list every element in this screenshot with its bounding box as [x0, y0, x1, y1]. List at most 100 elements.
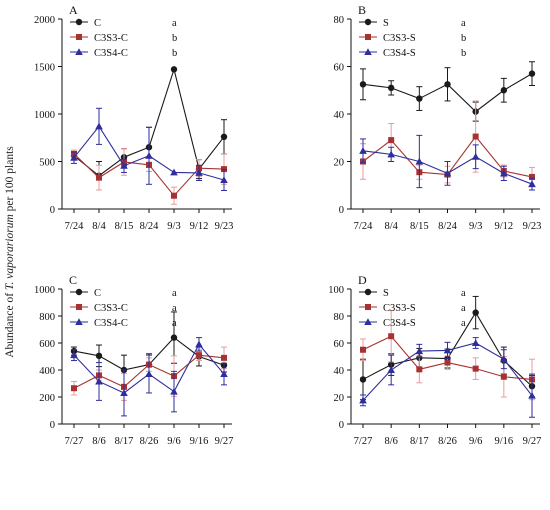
x-tick-label: 9/23	[523, 221, 542, 232]
data-point	[145, 152, 153, 159]
y-axis-title-container: Abundance of T. vaporariorum per 100 pla…	[0, 0, 20, 505]
y-tick-label: 60	[334, 63, 345, 74]
y-tick-label: 500	[39, 158, 55, 169]
y-tick-label: 80	[334, 15, 345, 26]
data-point	[528, 70, 536, 77]
data-point	[170, 168, 178, 176]
y-tick-label: 0	[339, 420, 344, 431]
x-tick-label: 9/16	[190, 436, 209, 447]
legend-significance-letter: a	[461, 288, 466, 299]
x-tick-label: 8/15	[115, 221, 134, 232]
y-tick-label: 40	[334, 110, 345, 121]
x-tick-label: 7/27	[65, 436, 84, 447]
x-tick-label: 7/27	[354, 436, 373, 447]
legend-label: C	[94, 288, 101, 299]
y-tick-label: 1500	[34, 63, 55, 74]
data-point	[220, 370, 228, 378]
y-tick-label: 0	[339, 205, 344, 216]
x-tick-label: 8/24	[140, 221, 159, 232]
data-point	[220, 133, 228, 140]
legend-entry: C3S4-C a	[70, 318, 177, 329]
data-point	[387, 150, 395, 158]
legend-significance-letter: a	[172, 288, 177, 299]
series-c3s4-s	[359, 337, 536, 418]
y-tick-label: 2000	[34, 15, 55, 26]
x-tick-label: 8/24	[438, 221, 457, 232]
legend-marker	[365, 34, 371, 40]
legend-entry: C3S3-S b	[359, 33, 466, 44]
legend-label: C	[94, 18, 101, 29]
data-point	[195, 340, 203, 348]
y-tick-label: 200	[39, 393, 55, 404]
data-point	[415, 347, 424, 355]
data-point	[388, 137, 395, 144]
y-tick-label: 0	[50, 205, 55, 216]
data-point	[145, 370, 153, 378]
legend-marker	[75, 318, 83, 325]
y-tick-label: 800	[39, 312, 55, 323]
series-s	[359, 61, 536, 122]
y-tick-label: 400	[39, 366, 55, 377]
x-tick-label: 9/16	[494, 436, 513, 447]
data-point	[96, 174, 102, 181]
data-point	[360, 346, 366, 353]
x-tick-label: 8/17	[410, 436, 429, 447]
legend-marker	[364, 18, 372, 26]
legend-significance-letter: b	[461, 48, 466, 59]
series-c3s4-c	[70, 337, 228, 417]
data-point	[528, 391, 536, 399]
legend-marker	[75, 18, 83, 26]
x-tick-label: 9/27	[523, 436, 542, 447]
data-point	[387, 84, 395, 92]
data-point	[444, 81, 451, 88]
legend-label: C3S3-S	[383, 33, 416, 44]
x-tick-label: 8/17	[115, 436, 134, 447]
x-tick-label: 9/3	[469, 221, 482, 232]
x-tick-label: 8/15	[410, 221, 429, 232]
legend-significance-letter: b	[461, 33, 466, 44]
data-point	[220, 176, 228, 184]
data-point	[387, 366, 395, 373]
legend-label: C3S3-C	[94, 33, 128, 44]
x-tick-label: 8/4	[92, 221, 106, 232]
data-point	[500, 355, 508, 363]
data-point	[359, 147, 367, 154]
data-point	[444, 359, 451, 366]
legend-label: C3S4-S	[383, 48, 416, 59]
y-tick-label: 80	[334, 312, 345, 323]
panel-c: 0 200 400 600 800 1000 7/27 8/6 8/17 8/26 9/6 9/16 9…	[34, 273, 233, 447]
y-tick-label: 60	[334, 339, 345, 350]
data-point	[120, 389, 128, 396]
legend-entry: C3S3-C a	[70, 303, 177, 314]
legend-label: C3S3-C	[94, 303, 128, 314]
data-point	[472, 309, 479, 316]
legend-marker	[75, 48, 83, 55]
data-point	[70, 153, 78, 161]
legend-marker	[364, 288, 372, 296]
y-tick-label: 0	[50, 420, 55, 431]
data-point	[95, 377, 103, 385]
data-point	[170, 66, 178, 73]
legend-entry: C3S3-S a	[359, 303, 466, 314]
series-c3s4-c	[70, 107, 228, 191]
y-tick-label: 100	[328, 285, 344, 296]
x-tick-label: 9/12	[494, 221, 513, 232]
legend-marker	[364, 318, 372, 325]
x-tick-label: 8/26	[438, 436, 457, 447]
x-tick-label: 9/12	[190, 221, 209, 232]
data-point	[416, 366, 423, 373]
data-point	[95, 352, 103, 360]
y-tick-label: 1000	[34, 110, 55, 121]
data-point	[120, 161, 128, 169]
legend-marker	[75, 288, 83, 296]
legend-entry: C3S3-C b	[70, 33, 177, 44]
x-tick-label: 9/3	[167, 221, 180, 232]
panel-label: B	[358, 3, 366, 17]
x-tick-label: 7/24	[65, 221, 84, 232]
data-point	[528, 180, 536, 188]
